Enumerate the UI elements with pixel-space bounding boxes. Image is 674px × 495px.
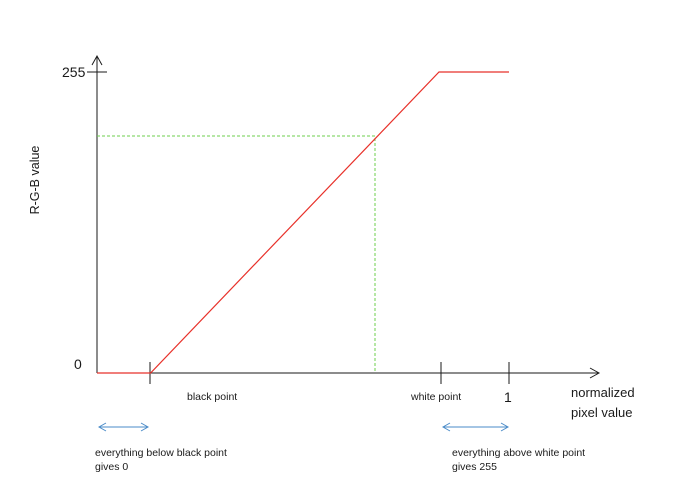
y-axis-label: R-G-B value xyxy=(28,145,42,215)
x-axis-label: normalized pixel value xyxy=(571,385,635,420)
white-point-label: white point xyxy=(411,391,462,403)
right-note-line1: everything above white point xyxy=(452,447,586,459)
left-note-line1: everything below black point xyxy=(95,447,227,459)
mapping-curve xyxy=(97,71,509,374)
y-tick-label-255: 255 xyxy=(62,64,86,80)
example-guide-dashed xyxy=(97,135,376,373)
x-axis-arrowhead xyxy=(589,367,601,379)
right-note-line2: gives 255 xyxy=(452,461,497,473)
y-tick-label-0: 0 xyxy=(74,356,82,372)
left-note-line2: gives 0 xyxy=(95,461,129,473)
left-range-arrow xyxy=(97,422,150,432)
black-point-label: black point xyxy=(187,391,238,403)
x-tick-label-1: 1 xyxy=(504,389,512,405)
y-axis-arrowhead xyxy=(91,54,103,66)
right-range-arrow xyxy=(441,422,510,432)
